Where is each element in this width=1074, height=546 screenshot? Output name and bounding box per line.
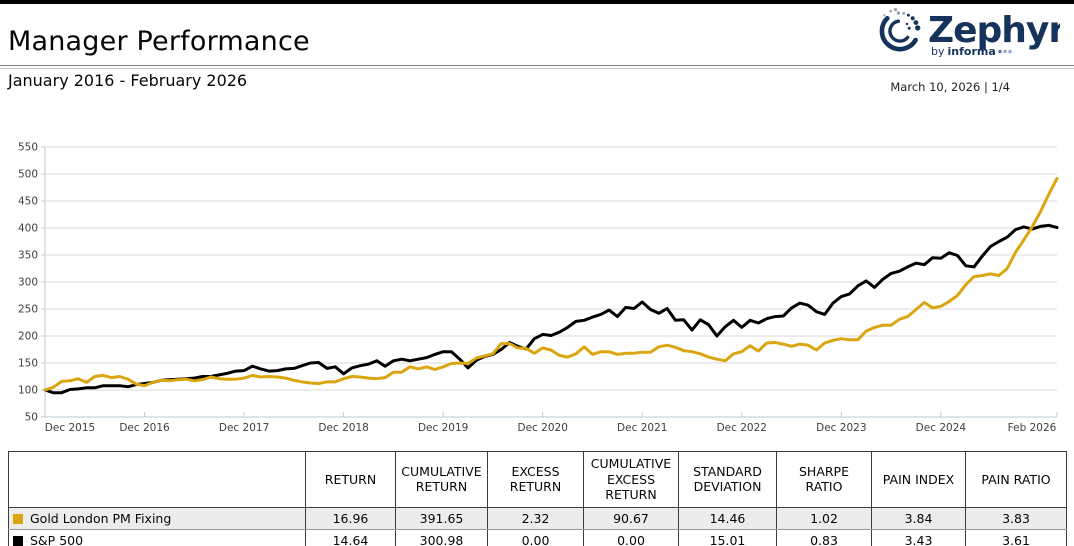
y-axis-label: 100 xyxy=(18,385,38,397)
stat-value-cell: 391.65 xyxy=(395,506,488,530)
column-header: EXCESS RETURN xyxy=(487,451,584,508)
performance-chart-svg: 50 100 150 200 250 300 350 400 450 500 550 Dec 2015… xyxy=(18,142,1059,434)
stat-value-cell: 14.46 xyxy=(678,506,777,530)
y-axis-label: 150 xyxy=(18,358,38,370)
statistics-table: RETURN CUMULATIVE RETURN EXCESS RETURN CUMU… xyxy=(8,451,1067,546)
legend-swatch-icon xyxy=(13,513,23,524)
column-header: SHARPE RATIO xyxy=(776,451,872,508)
zephyr-logo-icon xyxy=(879,8,921,52)
column-header xyxy=(8,451,306,508)
stat-value-cell: 3.83 xyxy=(965,506,1067,530)
column-header: RETURN xyxy=(305,451,396,508)
performance-chart: 50 100 150 200 250 300 350 400 450 500 550 Dec 2015… xyxy=(0,138,1074,442)
y-axis-label: 250 xyxy=(18,304,38,316)
stat-value-cell: 3.84 xyxy=(871,506,966,530)
stat-value-cell: 16.96 xyxy=(305,506,396,530)
y-axis-label: 200 xyxy=(18,331,38,343)
column-header: PAIN INDEX xyxy=(871,451,966,508)
stat-value-cell: 15.01 xyxy=(678,528,777,546)
x-axis-label: Feb 2026 xyxy=(1008,422,1057,434)
y-axis-label: 550 xyxy=(18,142,38,154)
stat-value-cell: 3.61 xyxy=(965,528,1067,546)
stat-value-cell: 1.02 xyxy=(776,506,872,530)
header-divider xyxy=(0,65,1074,69)
stat-value-cell: 300.98 xyxy=(395,528,488,546)
zephyr-logo-byline: by informa xyxy=(931,45,996,58)
y-axis-label: 400 xyxy=(18,223,38,235)
zephyr-logo: Zephyr by informa xyxy=(879,8,1060,58)
x-axis-label: Dec 2015 xyxy=(45,422,95,434)
column-header: STANDARD DEVIATION xyxy=(678,451,777,508)
series-name-cell: Gold London PM Fixing xyxy=(8,506,306,530)
series-name-cell: S&P 500 xyxy=(8,528,306,546)
stat-value-cell: 0.00 xyxy=(487,528,584,546)
x-axis-label: Dec 2023 xyxy=(816,422,866,434)
stat-value-cell: 2.32 xyxy=(487,506,584,530)
x-axis-label: Dec 2020 xyxy=(518,422,568,434)
x-axis-label: Dec 2018 xyxy=(318,422,368,434)
stat-value-cell: 3.43 xyxy=(871,528,966,546)
y-axis-label: 500 xyxy=(18,169,38,181)
x-axis-label: Dec 2016 xyxy=(119,422,170,434)
y-axis-label: 50 xyxy=(25,412,38,424)
x-axis-label: Dec 2021 xyxy=(617,422,667,434)
report-date-range: January 2016 - February 2026 xyxy=(8,71,248,90)
print-date-and-page-number: March 10, 2026 | 1/4 xyxy=(890,80,1010,94)
stat-value-cell: 14.64 xyxy=(305,528,396,546)
table-header-row: RETURN CUMULATIVE RETURN EXCESS RETURN CUMU… xyxy=(8,451,1067,508)
column-header: CUMULATIVE RETURN xyxy=(395,451,488,508)
stat-value-cell: 0.83 xyxy=(776,528,872,546)
series-line-s-p-500 xyxy=(43,223,1059,395)
stat-value-cell: 0.00 xyxy=(583,528,679,546)
x-axis-label: Dec 2017 xyxy=(219,422,269,434)
legend-swatch-icon xyxy=(13,535,23,546)
y-axis-label: 450 xyxy=(18,196,38,208)
table-row: S&P 500 14.64 300.98 0.00 0.00 15.01 0.83 3.43 3… xyxy=(8,528,1067,546)
column-header: PAIN RATIO xyxy=(965,451,1067,508)
series-name: S&P 500 xyxy=(30,532,84,546)
stat-value-cell: 90.67 xyxy=(583,506,679,530)
informa-dots-icon xyxy=(998,49,1012,54)
x-axis-label: Dec 2022 xyxy=(717,422,767,434)
table-row: Gold London PM Fixing 16.96 391.65 2.32 90.6… xyxy=(8,506,1067,530)
zephyr-logo-text: Zephyr xyxy=(928,10,1060,51)
x-axis-label: Dec 2024 xyxy=(916,422,967,434)
series-name: Gold London PM Fixing xyxy=(30,510,172,526)
series-line-gold-london-pm-fixing xyxy=(43,177,1059,392)
column-header: CUMULATIVE EXCESS RETURN xyxy=(583,451,679,508)
y-axis-label: 350 xyxy=(18,250,38,262)
top-black-bar xyxy=(0,0,1074,4)
page-title: Manager Performance xyxy=(8,26,310,57)
x-axis-label: Dec 2019 xyxy=(418,422,468,434)
y-axis-label: 300 xyxy=(18,277,38,289)
